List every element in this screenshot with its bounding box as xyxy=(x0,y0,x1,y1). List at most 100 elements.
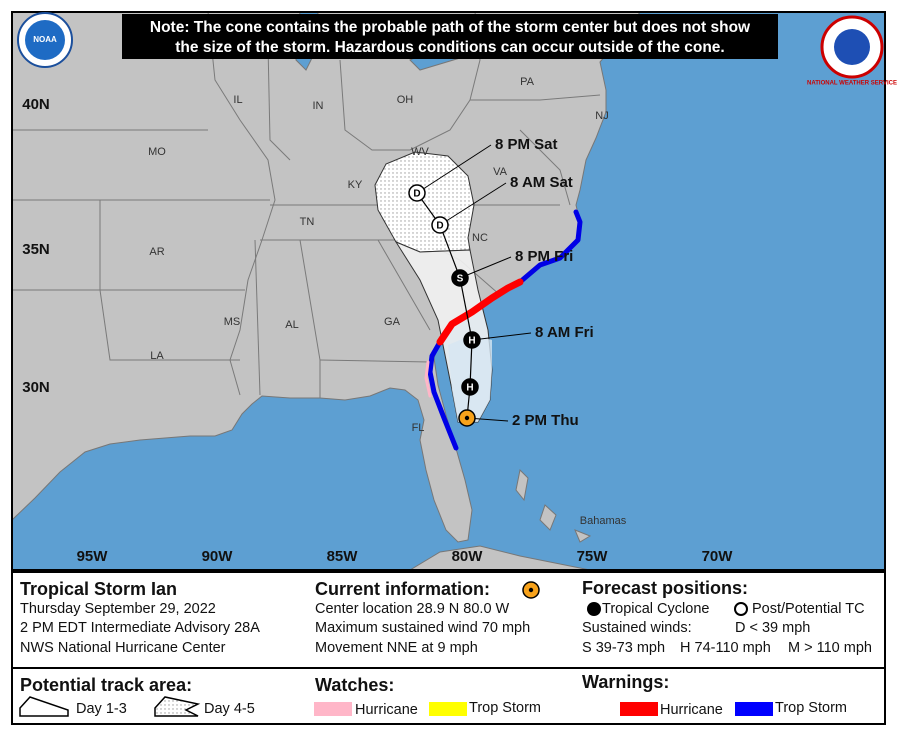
legend-line: NWS National Hurricane Center xyxy=(20,640,226,656)
note-line: the size of the storm. Hazardous conditi… xyxy=(175,39,724,56)
current-position-dot xyxy=(464,415,470,421)
map: 40N 35N 30N 95W 90W 85W 80W 75W 70W IL IN OH PA NJ MO K… xyxy=(12,12,885,570)
legend-box xyxy=(11,571,886,725)
lon-label: 80W xyxy=(452,548,484,565)
leader-line xyxy=(459,256,512,279)
border xyxy=(319,94,601,363)
post-tc-symbol xyxy=(734,602,748,616)
lon-label: 90W xyxy=(202,548,234,565)
place-label: IL xyxy=(233,94,242,106)
forecast-label: 8 PM Fri xyxy=(515,248,573,265)
ts-watch-swatch xyxy=(429,702,467,716)
legend-line: 2 PM EDT Intermediate Advisory 28A xyxy=(20,620,260,636)
bahamas xyxy=(515,468,592,543)
legend-title: Current information: xyxy=(315,579,490,599)
legend-s: S 39-73 mph xyxy=(582,640,665,656)
hurricane-warning-swatch xyxy=(620,702,658,716)
legend-day45: Day 4-5 xyxy=(204,701,255,717)
ts-warning xyxy=(427,339,459,451)
leader-line xyxy=(416,144,492,194)
noaa-text: NOAA xyxy=(33,35,57,44)
legend-warn-ts: Trop Storm xyxy=(775,700,847,716)
legend-day13: Day 1-3 xyxy=(76,701,127,717)
place-label: LA xyxy=(150,350,164,362)
place-label: GA xyxy=(384,316,401,328)
place-label: WV xyxy=(411,146,429,158)
leader-line xyxy=(471,332,532,341)
place-label: KY xyxy=(348,179,363,191)
border xyxy=(267,12,481,161)
lon-label: 75W xyxy=(577,548,609,565)
legend-title: Potential track area: xyxy=(20,675,192,695)
legend-title: Tropical Storm Ian xyxy=(20,579,177,599)
day13-swatch xyxy=(19,696,69,717)
place-label: FL xyxy=(412,422,425,434)
nws-text: NATIONAL WEATHER SERVICE xyxy=(807,81,897,87)
tc-symbol xyxy=(587,602,601,616)
place-label: TN xyxy=(300,216,315,228)
forecast-symbol: H xyxy=(466,383,473,394)
lon-label: 70W xyxy=(702,548,734,565)
legend-d: D < 39 mph xyxy=(735,620,810,636)
forecast-label: 8 PM Sat xyxy=(495,136,558,153)
legend-line: Movement NNE at 9 mph xyxy=(315,640,478,656)
legend-post: Post/Potential TC xyxy=(752,601,865,617)
hurricane-warning xyxy=(436,278,524,346)
lon-label: 95W xyxy=(77,548,109,565)
note-line: Note: The cone contains the probable pat… xyxy=(150,19,751,36)
place-label: MS xyxy=(224,316,241,328)
legend-title: Forecast positions: xyxy=(582,578,748,598)
ts-warning-swatch xyxy=(735,702,773,716)
forecast-symbol: D xyxy=(436,221,443,232)
forecast-point xyxy=(461,378,479,396)
warnings xyxy=(424,209,583,451)
map-frame xyxy=(11,11,886,571)
border xyxy=(12,129,270,361)
nws-logo-inner xyxy=(834,29,870,65)
ts-warning xyxy=(517,209,583,285)
map-labels: 40N 35N 30N 95W 90W 85W 80W 75W 70W IL IN OH PA NJ MO K… xyxy=(22,76,733,565)
forecast-symbol: H xyxy=(468,336,475,347)
forecast-label: 2 PM Thu xyxy=(512,412,579,429)
noaa-logo-inner xyxy=(25,20,65,60)
legend-h: H 74-110 mph xyxy=(680,640,771,656)
forecast-symbol: D xyxy=(413,189,420,200)
legend-line: Center location 28.9 N 80.0 W xyxy=(315,601,510,617)
place-label: IN xyxy=(313,100,324,112)
cuba xyxy=(409,545,591,570)
legend-line: Thursday September 29, 2022 xyxy=(20,601,216,617)
legend-warn-h: Hurricane xyxy=(660,702,723,718)
legend-m: M > 110 mph xyxy=(788,640,872,656)
border xyxy=(207,12,276,396)
legend-tc: Tropical Cyclone xyxy=(602,601,709,617)
legend-watch-ts: Trop Storm xyxy=(469,700,541,716)
leader-line xyxy=(439,182,507,226)
place-label: AR xyxy=(149,246,164,258)
forecast-point xyxy=(451,269,469,287)
legend-title: Warnings: xyxy=(582,672,669,692)
hurricane-watch-swatch xyxy=(314,702,352,716)
place-label: VA xyxy=(493,166,508,178)
legend-line: Maximum sustained wind 70 mph xyxy=(315,620,530,636)
place-label: NJ xyxy=(595,110,608,122)
place-label: NC xyxy=(472,232,488,244)
lat-label: 40N xyxy=(22,96,50,113)
land xyxy=(12,12,641,543)
forecast-symbol: S xyxy=(457,274,464,285)
forecast-point xyxy=(431,216,449,234)
place-label: AL xyxy=(285,319,298,331)
current-symbol-dot xyxy=(528,587,534,593)
lat-label: 35N xyxy=(22,241,50,258)
place-label: Bahamas xyxy=(580,515,627,527)
note-box xyxy=(122,14,778,59)
forecast-point xyxy=(463,331,481,349)
forecast-point xyxy=(408,184,426,202)
lon-label: 85W xyxy=(327,548,359,565)
legend-winds: Sustained winds: xyxy=(582,620,692,636)
legend-title: Watches: xyxy=(315,675,394,695)
place-label: OH xyxy=(397,94,414,106)
hurricane-watch xyxy=(424,360,432,398)
lat-label: 30N xyxy=(22,379,50,396)
day45-swatch xyxy=(154,696,201,717)
